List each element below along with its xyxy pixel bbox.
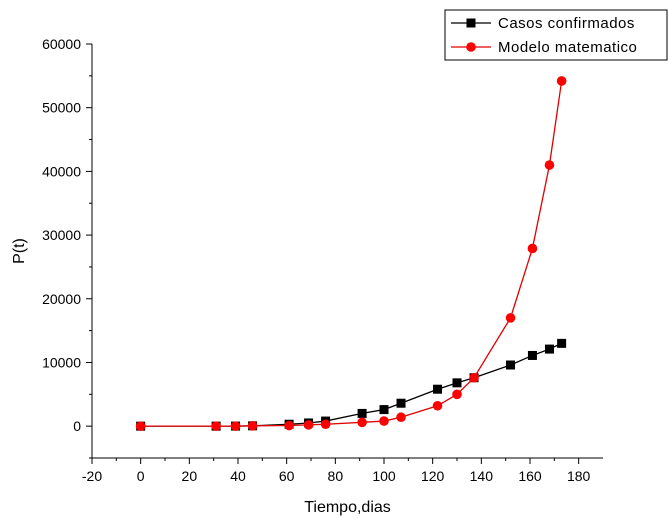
data-point: [396, 398, 406, 408]
data-point: [230, 421, 241, 431]
data-point: [247, 421, 258, 431]
y-tick-label: 20000: [42, 291, 81, 307]
y-tick-label: 50000: [42, 100, 81, 116]
legend-marker: [466, 42, 476, 52]
y-tick-label: 10000: [42, 354, 81, 370]
legend-entries: Casos confirmados Modelo matematico: [451, 15, 637, 56]
series-layer: [135, 76, 567, 431]
y-tick-label: 60000: [42, 36, 81, 52]
legend-label: Modelo matematico: [498, 39, 637, 56]
data-point: [433, 384, 443, 394]
x-tick-label: -20: [82, 468, 102, 484]
x-tick-label: 180: [567, 468, 591, 484]
data-point: [452, 389, 462, 400]
x-tick-label: 100: [372, 468, 396, 484]
data-point: [303, 420, 314, 430]
series-line: [140, 342, 562, 427]
series-1: [136, 338, 567, 431]
x-tick-label: 0: [137, 468, 145, 484]
data-point: [432, 400, 443, 411]
series-line: [140, 80, 563, 427]
data-point: [320, 419, 331, 430]
data-point: [544, 160, 555, 170]
x-tick-label: 160: [518, 468, 542, 484]
x-tick-label: 40: [230, 468, 246, 484]
x-ticks: -20 0 20 40 60 80 100 120 140 160 180: [82, 458, 591, 484]
data-point: [452, 378, 462, 388]
data-point: [527, 350, 537, 360]
data-point: [527, 243, 538, 254]
x-tick-label: 120: [421, 468, 445, 484]
data-point: [506, 360, 516, 370]
data-point: [135, 421, 146, 431]
data-point: [469, 372, 479, 383]
data-point: [505, 313, 516, 323]
x-tick-label: 20: [182, 468, 198, 484]
plot-area: -20 0 20 40 60 80 100 120 140 160 180 0 10000 20000 3…: [42, 36, 603, 484]
legend-entry: Casos confirmados: [451, 15, 635, 32]
y-tick-label: 40000: [42, 163, 81, 179]
data-point: [396, 412, 406, 423]
legend-box: [444, 9, 668, 61]
y-tick-label: 30000: [42, 227, 81, 243]
y-axis-title: P(t): [11, 238, 28, 264]
data-point: [557, 338, 567, 348]
data-point: [556, 76, 567, 86]
data-point: [544, 344, 554, 354]
data-point: [379, 416, 389, 426]
legend: Casos confirmados Modelo matematico: [444, 9, 668, 61]
x-tick-label: 80: [328, 468, 344, 484]
series-2: [135, 76, 567, 431]
legend-entry: Modelo matematico: [451, 39, 637, 56]
x-tick-label: 140: [470, 468, 494, 484]
legend-marker: [466, 18, 476, 28]
data-point: [357, 417, 367, 428]
data-point: [379, 405, 389, 415]
x-axis-title: Tiempo,dias: [304, 499, 391, 516]
data-point: [211, 421, 221, 431]
y-ticks: 0 10000 20000 30000 40000 50000 60000: [42, 36, 92, 459]
legend-label: Casos confirmados: [498, 15, 635, 32]
x-tick-label: 60: [279, 468, 295, 484]
data-point: [357, 408, 367, 418]
data-point: [284, 420, 294, 431]
y-tick-label: 0: [73, 418, 81, 434]
